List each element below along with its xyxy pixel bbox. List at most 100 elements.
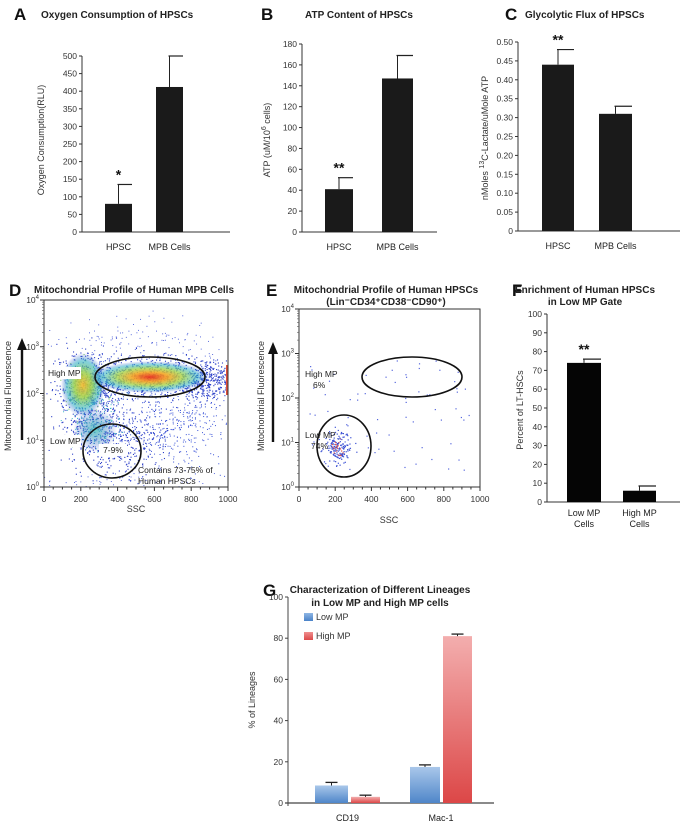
event-dot bbox=[178, 451, 181, 453]
event-dot bbox=[138, 413, 140, 415]
event-dot bbox=[105, 396, 107, 398]
event-dot bbox=[118, 422, 121, 424]
event-dot bbox=[52, 363, 55, 365]
event-dot bbox=[189, 388, 191, 390]
event-dot bbox=[237, 475, 238, 476]
event-dot bbox=[209, 362, 211, 364]
y-tick-label: 50 bbox=[68, 209, 78, 219]
event-dot bbox=[170, 412, 172, 414]
event-dot bbox=[62, 406, 64, 408]
event-dot bbox=[48, 449, 50, 451]
event-dot bbox=[190, 439, 192, 441]
event-dot bbox=[212, 392, 214, 394]
event-dot bbox=[67, 409, 69, 411]
event-dot bbox=[214, 363, 216, 365]
event-dot bbox=[137, 395, 139, 397]
event-dot bbox=[132, 436, 134, 438]
event-dot bbox=[83, 338, 85, 340]
event-dot bbox=[89, 319, 90, 321]
legend-g: Low MP High MP bbox=[304, 612, 351, 641]
event-dot bbox=[161, 459, 163, 461]
event-dot bbox=[196, 449, 198, 451]
x-tick-label: 200 bbox=[328, 494, 342, 504]
event-dot bbox=[151, 342, 153, 344]
event-dot bbox=[149, 449, 151, 452]
event-dot bbox=[117, 330, 119, 332]
event-dot bbox=[189, 402, 191, 404]
event-dot bbox=[127, 468, 129, 470]
event-dot bbox=[343, 436, 345, 438]
event-dot bbox=[366, 435, 368, 437]
event-dot bbox=[165, 430, 167, 432]
event-dot bbox=[335, 456, 338, 458]
event-dot bbox=[139, 481, 141, 483]
event-dot bbox=[144, 419, 146, 421]
event-dot bbox=[208, 391, 210, 393]
event-dot bbox=[137, 398, 139, 400]
event-dot bbox=[347, 417, 349, 419]
event-dot bbox=[221, 376, 223, 378]
y-tick-base: 10 bbox=[26, 482, 36, 492]
event-dot bbox=[330, 451, 332, 453]
event-dot bbox=[233, 384, 234, 385]
event-dot bbox=[166, 419, 168, 421]
event-dot bbox=[125, 434, 127, 437]
x-tick-label: HPSC bbox=[326, 242, 352, 252]
event-dot bbox=[219, 391, 221, 393]
event-dot bbox=[60, 396, 62, 398]
event-dot bbox=[128, 421, 130, 423]
event-dot bbox=[220, 370, 222, 372]
event-dot bbox=[76, 484, 78, 486]
event-dot bbox=[152, 426, 154, 428]
event-dot bbox=[110, 404, 112, 406]
event-dot bbox=[201, 366, 203, 368]
event-dot bbox=[247, 433, 248, 434]
event-dot bbox=[240, 369, 241, 370]
event-dot bbox=[209, 389, 211, 391]
event-dot bbox=[168, 477, 170, 479]
event-dot bbox=[161, 434, 163, 436]
y-tick-label: 100 bbox=[281, 482, 294, 492]
event-dot bbox=[314, 414, 316, 416]
event-dot bbox=[86, 352, 89, 354]
event-dot bbox=[185, 396, 187, 398]
x-axis-label-e: SSC bbox=[380, 515, 399, 525]
event-dot bbox=[170, 428, 172, 430]
event-dot bbox=[460, 416, 462, 419]
event-dot bbox=[173, 444, 175, 446]
event-dot bbox=[335, 465, 338, 467]
event-dot bbox=[171, 321, 173, 323]
event-dot bbox=[187, 404, 189, 406]
event-dot bbox=[337, 445, 339, 447]
event-dot bbox=[168, 453, 170, 455]
event-dot bbox=[166, 436, 168, 438]
event-dot bbox=[162, 445, 164, 447]
event-dot bbox=[159, 447, 161, 449]
event-dot bbox=[148, 442, 150, 444]
event-dot bbox=[107, 467, 109, 469]
event-dot bbox=[141, 477, 142, 479]
event-dot bbox=[131, 417, 133, 419]
event-dot bbox=[154, 416, 156, 418]
event-dot bbox=[105, 461, 107, 463]
event-dot bbox=[346, 456, 348, 458]
event-dot bbox=[206, 398, 209, 400]
event-dot bbox=[107, 396, 109, 398]
event-dot bbox=[114, 410, 116, 412]
event-dot bbox=[215, 375, 217, 377]
event-dot bbox=[132, 426, 134, 428]
event-dot bbox=[159, 397, 161, 399]
event-dot bbox=[190, 441, 192, 443]
event-dot bbox=[78, 338, 80, 340]
event-dot bbox=[177, 361, 179, 364]
event-dot bbox=[209, 433, 211, 435]
event-dot bbox=[164, 438, 166, 440]
event-dot bbox=[100, 344, 102, 346]
event-dot bbox=[338, 449, 341, 451]
event-dot bbox=[357, 399, 359, 401]
bar bbox=[382, 78, 413, 232]
event-dot bbox=[337, 450, 340, 452]
event-dot bbox=[193, 437, 195, 439]
event-dot bbox=[123, 411, 125, 413]
